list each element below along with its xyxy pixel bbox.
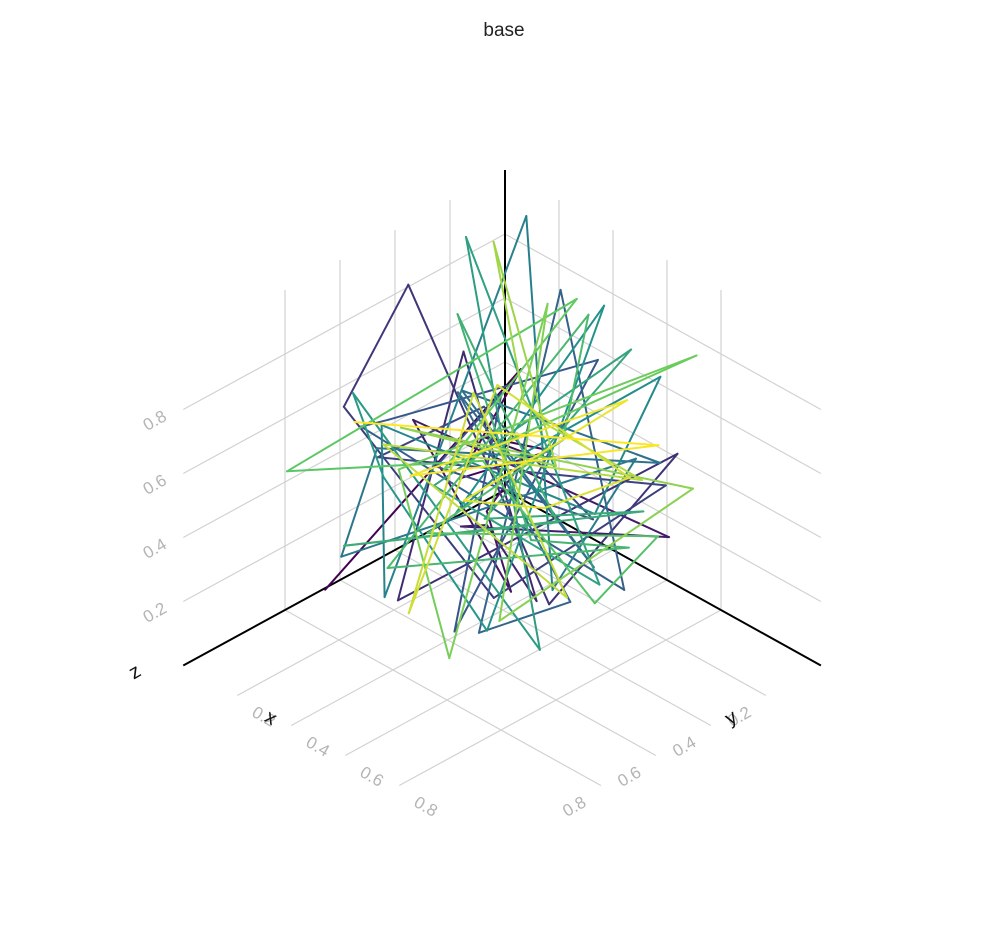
series-segment	[286, 297, 578, 473]
series-layer	[286, 215, 698, 660]
grid-line-floor	[394, 549, 712, 727]
z-axis-title: z	[125, 660, 145, 684]
series-segment	[496, 384, 631, 479]
y-tick-label: 0.4	[669, 732, 699, 760]
series-segment	[514, 375, 662, 459]
series-segment	[409, 444, 660, 477]
series-segment	[409, 399, 629, 477]
series-segment	[477, 600, 572, 634]
grid-line-floor	[339, 579, 657, 757]
x-tick-label: 0.4	[303, 732, 333, 760]
series-segment	[351, 391, 385, 478]
series-segment	[483, 348, 633, 520]
series-segment	[386, 313, 590, 569]
series-segment	[459, 524, 488, 528]
z-tick-label: 0.8	[140, 406, 170, 434]
series-segment	[492, 240, 525, 401]
grid-line-floor	[284, 609, 602, 787]
series-segment	[340, 447, 379, 558]
z-tick-label: 0.6	[140, 470, 170, 498]
series-segment	[351, 391, 541, 651]
x-tick-label: 0.6	[357, 762, 387, 790]
grid-line-yz	[182, 425, 506, 603]
series-segment	[548, 452, 679, 606]
grid-line-yz	[182, 233, 506, 411]
chart-title: base	[483, 20, 525, 41]
z-tick-label: 0.2	[140, 598, 170, 626]
series-segment	[472, 391, 568, 599]
y-tick-label: 0.6	[614, 762, 644, 790]
grid-line-xz	[504, 233, 822, 411]
series-segment	[453, 304, 606, 517]
grid-line-xz	[504, 361, 822, 539]
series-segment	[380, 424, 386, 599]
series-segment	[342, 283, 410, 408]
series-segment	[426, 439, 564, 535]
grid-line-yz	[182, 361, 506, 539]
series-segment	[397, 354, 698, 471]
series-segment	[382, 443, 568, 599]
series-segment	[426, 532, 659, 538]
series-segment	[543, 476, 631, 510]
series-segment	[483, 510, 645, 520]
grid-line-floor	[236, 519, 560, 697]
series-segment	[492, 484, 667, 599]
grid-line-floor	[344, 579, 668, 757]
series-segment	[353, 421, 660, 447]
series-segment	[462, 499, 546, 510]
series-segment	[482, 405, 594, 521]
grid-line-xz	[504, 425, 822, 603]
grid-line-yz	[182, 297, 506, 475]
x-tick-label: 0.8	[411, 792, 441, 820]
series-segment	[462, 399, 629, 502]
series-segment	[407, 384, 499, 615]
series-segment	[561, 313, 590, 441]
grid-line-xz	[504, 297, 822, 475]
series-segment	[383, 215, 528, 599]
series-segment	[593, 375, 662, 515]
series-segment	[593, 535, 659, 605]
series-segment	[448, 302, 549, 660]
series-segment	[482, 459, 596, 605]
z-tick-label: 0.4	[140, 534, 170, 562]
series-segment	[382, 476, 488, 632]
y-tick-label: 0.8	[559, 792, 589, 820]
series-segment	[498, 487, 694, 622]
grid-line-floor	[398, 609, 722, 787]
series-segment	[456, 313, 533, 542]
y-axis-line	[182, 489, 506, 667]
